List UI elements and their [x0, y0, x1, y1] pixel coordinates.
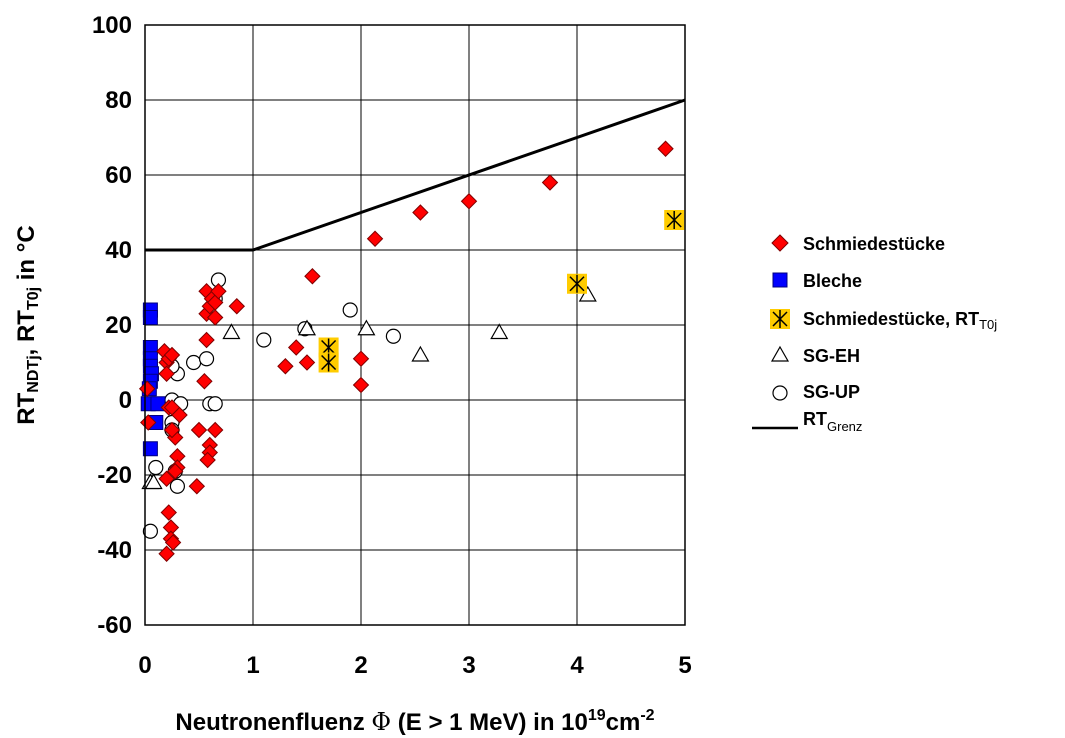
legend-label: SG-EH: [803, 346, 860, 366]
point-schmiedestuecke: [188, 478, 206, 495]
y-tick-labels: 100 80 60 40 20 0 -20 -40 -60: [92, 12, 132, 639]
point-schmiedestuecke: [138, 380, 156, 397]
point-sg-eh: [144, 473, 163, 490]
point-schmiedestuecke-rt-t0j: [567, 273, 587, 294]
legend-item-schmiedestuecke-rt-t0j: Schmiedestücke, RTT0j: [770, 309, 997, 332]
point-sg-up: [198, 351, 215, 367]
legend-label: SG-UP: [803, 382, 860, 402]
y-tick-label: 40: [105, 237, 132, 264]
point-schmiedestuecke: [158, 545, 175, 562]
legend-label: Schmiedestücke: [803, 234, 945, 254]
y-tick-label: -60: [97, 612, 132, 639]
point-sg-eh: [578, 285, 597, 302]
point-schmiedestuecke: [541, 174, 559, 191]
point-sg-eh: [411, 345, 430, 362]
point-schmiedestuecke: [198, 331, 215, 349]
point-schmiedestuecke: [352, 376, 370, 394]
y-tick-label: 20: [105, 312, 132, 339]
point-schmiedestuecke: [206, 309, 224, 326]
point-schmiedestuecke: [167, 463, 184, 480]
point-schmiedestuecke-rt-t0j: [318, 352, 339, 373]
point-schmiedestuecke: [228, 298, 246, 315]
x-tick-label: 1: [246, 652, 259, 679]
point-sg-up: [169, 478, 185, 494]
point-schmiedestuecke: [196, 373, 213, 390]
x-tick-label: 3: [462, 652, 475, 679]
point-schmiedestuecke: [206, 421, 224, 439]
point-schmiedestuecke-rt-t0j: [664, 210, 685, 230]
series-marks: [138, 140, 685, 562]
rt-grenz-line: [145, 98, 686, 252]
point-bleche: [142, 310, 158, 325]
point-schmiedestuecke: [164, 534, 182, 551]
point-schmiedestuecke: [277, 358, 294, 375]
point-schmiedestuecke: [158, 470, 175, 487]
grid: [145, 25, 685, 625]
legend-asterisk-icon: [772, 310, 788, 328]
y-axis-title: RTNDTj, RTT0j in °C: [13, 225, 42, 424]
plot-frame: [144, 24, 686, 626]
x-tick-label: 2: [354, 652, 367, 679]
point-schmiedestuecke: [657, 140, 674, 157]
y-tick-label: -20: [97, 462, 132, 489]
point-schmiedestuecke: [412, 204, 429, 221]
point-sg-eh: [222, 323, 241, 340]
point-sg-up: [385, 328, 401, 344]
legend-label: Bleche: [803, 271, 862, 291]
point-schmiedestuecke: [460, 193, 478, 210]
legend-item-schmiedestuecke: Schmiedestücke: [771, 234, 945, 254]
point-schmiedestuecke: [163, 346, 181, 364]
point-sg-eh: [297, 319, 317, 336]
legend-triangle-icon: [770, 345, 790, 362]
y-tick-label: 100: [92, 12, 132, 39]
point-schmiedestuecke: [352, 350, 370, 367]
point-schmiedestuecke: [171, 406, 188, 424]
point-schmiedestuecke: [366, 230, 384, 247]
y-tick-label: -40: [97, 537, 132, 564]
legend-item-sg-up: SG-UP: [772, 382, 860, 402]
point-sg-up: [148, 459, 164, 476]
point-schmiedestuecke: [163, 421, 181, 439]
x-tick-label: 5: [678, 652, 691, 679]
y-tick-label: 80: [105, 87, 132, 114]
legend: Schmiedestücke Bleche Schmiedestücke, RT…: [752, 234, 997, 434]
y-tick-label: 0: [119, 387, 132, 414]
legend-item-rt-grenz: RTGrenz: [752, 409, 862, 434]
point-schmiedestuecke: [158, 365, 175, 382]
legend-label: Schmiedestücke, RTT0j: [803, 309, 997, 332]
point-schmiedestuecke: [160, 504, 177, 521]
point-sg-up: [342, 302, 358, 318]
legend-label: RTGrenz: [803, 409, 862, 434]
point-schmiedestuecke: [199, 451, 216, 469]
point-sg-up: [186, 354, 202, 371]
x-tick-label: 4: [570, 652, 584, 679]
point-sg-eh: [357, 319, 376, 336]
point-schmiedestuecke: [210, 283, 227, 300]
x-tick-labels: 0 1 2 3 4 5: [138, 652, 691, 679]
series-rt-grenz-line: [145, 98, 686, 252]
y-tick-label: 60: [105, 162, 132, 189]
x-tick-label: 0: [138, 652, 151, 679]
x-axis-title: Neutronenfluenz Φ (E > 1 MeV) in 1019cm-…: [175, 707, 654, 736]
point-sg-eh: [490, 323, 509, 340]
point-sg-up: [142, 523, 158, 539]
point-sg-up: [207, 396, 223, 412]
point-schmiedestuecke: [287, 339, 305, 356]
point-sg-up: [256, 332, 272, 348]
legend-circle-icon: [772, 385, 788, 401]
legend-diamond-icon: [771, 234, 789, 252]
legend-square-icon: [772, 272, 788, 288]
legend-item-bleche: Bleche: [772, 271, 862, 291]
point-schmiedestuecke: [190, 421, 208, 439]
point-bleche: [142, 441, 158, 457]
legend-item-sg-eh: SG-EH: [770, 345, 860, 366]
point-schmiedestuecke: [304, 268, 321, 285]
point-schmiedestuecke: [298, 354, 316, 371]
